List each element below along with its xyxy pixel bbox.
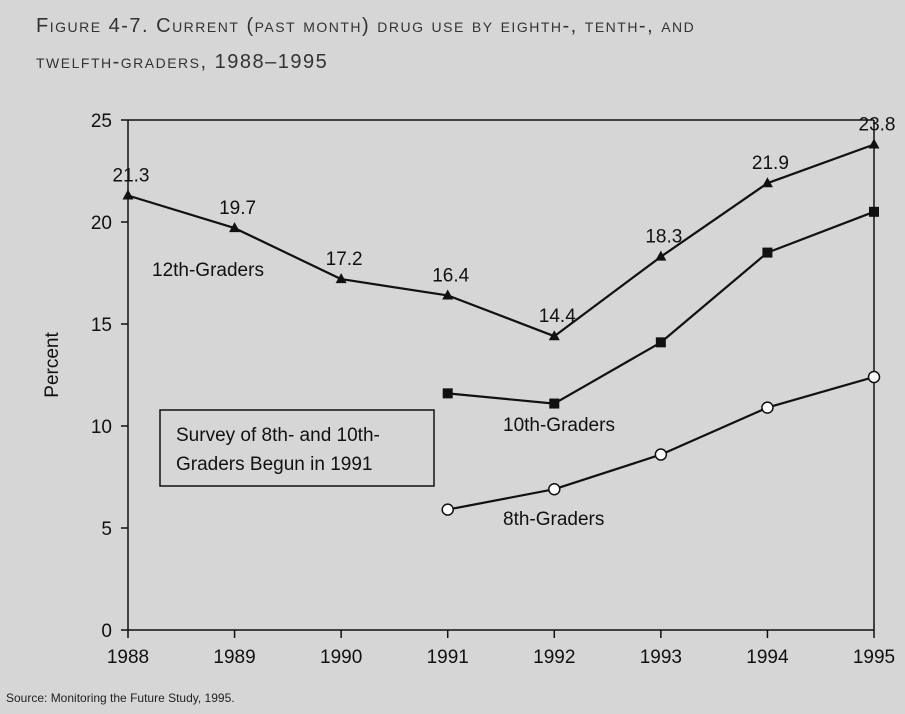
series-line — [127, 143, 875, 338]
data-label: 17.2 — [326, 249, 363, 270]
chart-title-line-2: twelfth-graders, 1988–1995 — [36, 51, 329, 73]
data-point — [761, 401, 774, 414]
chart-title-line-1: Figure 4-7. Current (past month) drug us… — [36, 15, 696, 37]
data-label: 19.7 — [219, 198, 256, 219]
data-point — [442, 388, 453, 399]
y-tick-label: 0 — [101, 621, 112, 642]
data-point — [761, 177, 773, 188]
series-name-label: 10th-Graders — [503, 415, 615, 436]
survey-note-line-1: Survey of 8th- and 10th- — [176, 425, 380, 446]
data-point — [229, 222, 241, 233]
data-point — [549, 398, 560, 409]
data-point — [441, 503, 454, 516]
data-label: 21.9 — [752, 153, 789, 174]
data-point — [442, 289, 454, 300]
x-tick-label: 1988 — [107, 647, 149, 668]
chart-axes: 0 5 10 15 20 25 1988 1989 1990 1991 1992 1993 1994 19… — [42, 111, 895, 668]
x-tick-label: 1991 — [427, 647, 469, 668]
data-point — [654, 448, 668, 461]
y-tick-label: 15 — [91, 315, 112, 336]
data-point — [548, 330, 560, 341]
y-tick-label: 20 — [91, 213, 112, 234]
x-tick-label: 1993 — [640, 647, 682, 668]
x-tick-label: 1995 — [853, 647, 895, 668]
data-label: 14.4 — [539, 306, 576, 327]
chart-labels: 21.3 19.7 17.2 16.4 14.4 18.3 21.9 23.8 12th-Gra… — [113, 114, 896, 530]
data-point — [869, 206, 879, 217]
x-tick-label: 1992 — [533, 647, 575, 668]
survey-note-box: Survey of 8th- and 10th- Graders Begun i… — [159, 409, 435, 487]
data-point — [655, 337, 666, 348]
y-axis-title: Percent — [42, 332, 63, 398]
series-name-label: 12th-Graders — [152, 260, 264, 281]
data-label: 16.4 — [432, 265, 469, 286]
survey-note-line-2: Graders Begun in 1991 — [176, 454, 372, 475]
data-point — [655, 250, 667, 261]
x-tick-label: 1994 — [746, 647, 789, 668]
data-label: 23.8 — [859, 114, 896, 135]
data-point — [868, 138, 880, 149]
data-point — [762, 247, 773, 258]
y-tick-label: 10 — [91, 417, 112, 438]
chart-title: Figure 4-7. Current (past month) drug us… — [36, 8, 886, 80]
data-point — [122, 189, 134, 200]
survey-note-frame — [159, 409, 435, 487]
series-line — [447, 375, 875, 511]
source-note: Source: Monitoring the Future Study, 199… — [6, 691, 235, 705]
chart-series — [122, 138, 881, 516]
series-name-label: 8th-Graders — [503, 509, 604, 530]
y-tick-label: 25 — [91, 111, 112, 132]
x-tick-label: 1989 — [213, 647, 255, 668]
x-tick-label: 1990 — [320, 647, 362, 668]
data-label: 21.3 — [113, 165, 150, 186]
data-point — [335, 273, 347, 284]
data-point — [548, 482, 561, 496]
data-point — [867, 370, 881, 384]
y-tick-label: 5 — [101, 519, 112, 540]
data-label: 18.3 — [645, 227, 682, 248]
